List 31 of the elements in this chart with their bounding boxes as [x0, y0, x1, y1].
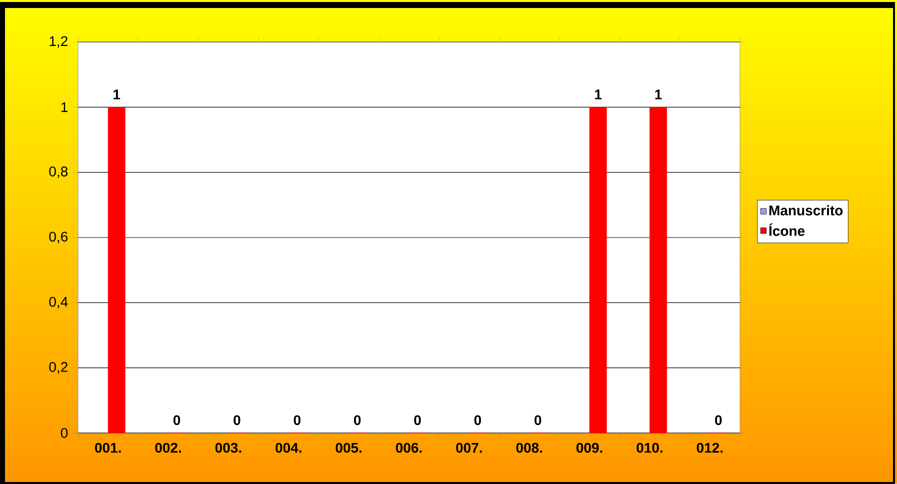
- data-label: 1: [655, 90, 662, 100]
- data-label: 0: [474, 415, 482, 426]
- x-tick-label: 004.: [276, 442, 302, 453]
- data-label: 0: [354, 415, 361, 426]
- y-tick-label: 1,2: [50, 36, 68, 48]
- data-label: 0: [294, 415, 300, 426]
- x-tick-label: 009.: [576, 442, 602, 453]
- data-label: 1: [595, 90, 602, 100]
- y-tick-label: 0,6: [49, 232, 68, 244]
- data-label: 0: [715, 415, 722, 426]
- data-label: 0: [414, 415, 421, 426]
- y-tick-label: 0,8: [49, 166, 68, 178]
- x-tick-label: 007.: [456, 442, 482, 453]
- x-tick-label: 010.: [636, 442, 662, 453]
- y-tick-label: 0,2: [49, 362, 68, 374]
- data-label: 0: [234, 415, 240, 426]
- x-tick-label: 003.: [215, 442, 242, 453]
- x-tick-label: 008.: [516, 442, 542, 453]
- y-tick-label: 0: [60, 428, 68, 438]
- y-tick-label: 0,4: [49, 296, 68, 308]
- x-tick-label: 012.: [696, 442, 723, 453]
- x-tick-label: 001.: [95, 442, 121, 453]
- data-label: 0: [534, 415, 542, 426]
- data-label: 0: [173, 415, 180, 426]
- x-tick-label: 006.: [396, 442, 422, 453]
- x-tick-label: 002.: [155, 442, 181, 453]
- x-tick-label: 005.: [336, 442, 362, 453]
- legend-label: Ícone: [769, 223, 805, 236]
- legend-label: Manuscrito: [769, 205, 843, 216]
- y-tick-label: 1: [61, 102, 68, 112]
- data-label: 1: [114, 90, 120, 100]
